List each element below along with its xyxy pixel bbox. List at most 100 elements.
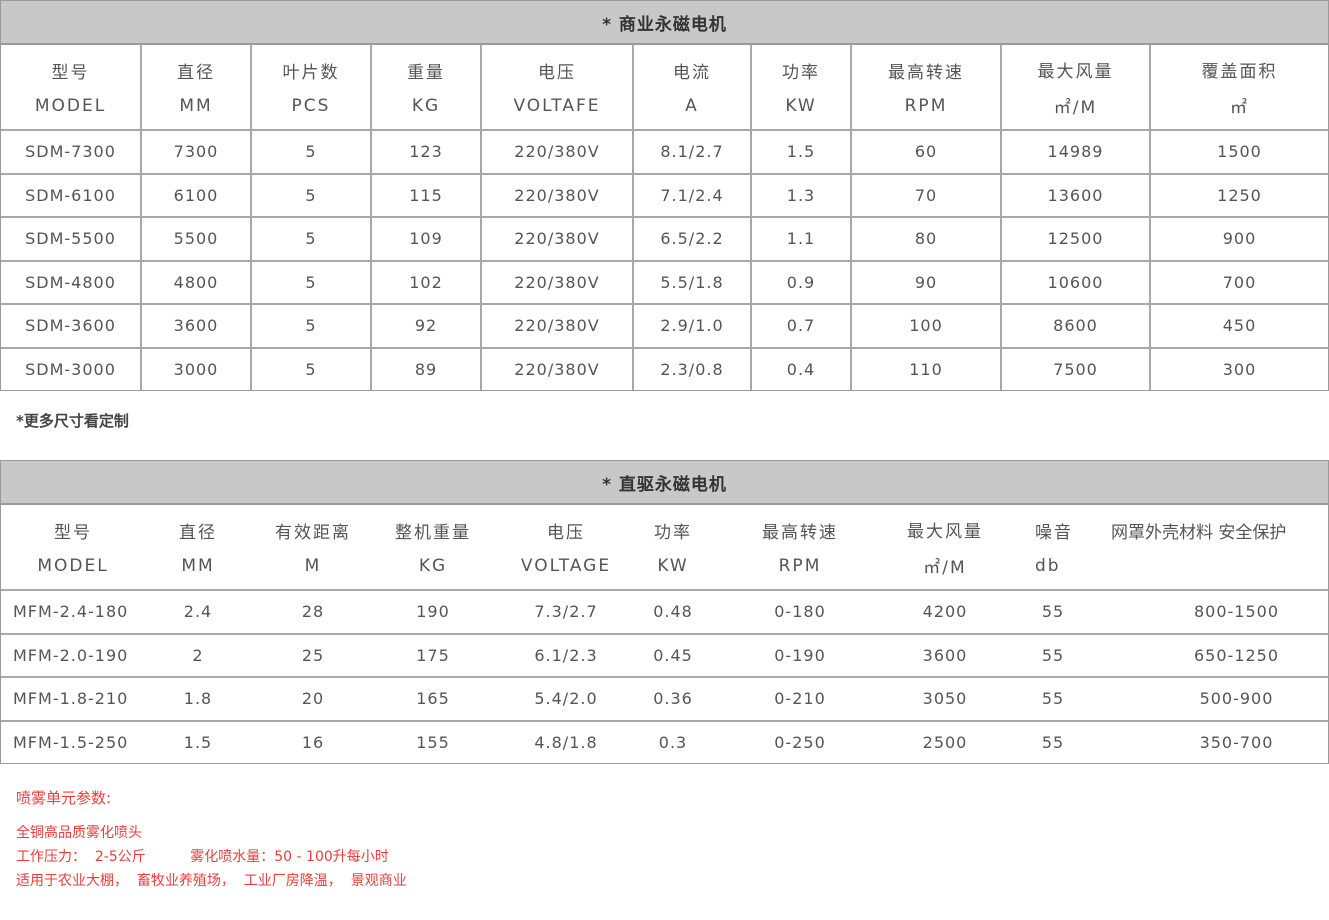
table-cell: 5 <box>252 261 372 303</box>
header-label: KW <box>657 556 689 577</box>
header-label: 型号 <box>54 522 92 543</box>
table-cell: 1.5 <box>183 732 213 752</box>
table-body: MFM-2.4-180 2.4 28 190 7.3/2.7 0.48 0-180 4200 5… <box>1 591 1328 763</box>
table-cell: 3600 <box>142 305 252 347</box>
table-row: SDM-4800 4800 5 102 220/380V 5.5/1.8 0.9 90 1060… <box>1 261 1328 305</box>
table-cell: 28 <box>301 602 325 622</box>
table-cell: 220/380V <box>482 305 634 347</box>
header-label: 最高转速 <box>762 522 838 543</box>
table-cell: SDM-3000 <box>1 348 142 390</box>
header-label: 最大风量 <box>907 521 983 542</box>
column-header: 直径 MM <box>142 45 252 129</box>
table-cell: 2.4 <box>183 602 213 622</box>
table-cell: 0-190 <box>774 645 826 665</box>
header-label: 电流 <box>673 62 711 83</box>
header-label: ㎡/M <box>923 557 967 578</box>
table-cell: 7.3/2.7 <box>534 602 598 622</box>
table-cell: 5 <box>252 174 372 216</box>
table-cell: 0.9 <box>752 261 852 303</box>
header-label: 最大风量 <box>1037 61 1114 82</box>
table-cell: 4.8/1.8 <box>534 732 598 752</box>
table-cell: 5 <box>252 131 372 173</box>
table-cell: 300 <box>1222 359 1257 379</box>
table-cell: 5 <box>252 218 372 260</box>
table-cell: 155 <box>416 732 450 752</box>
table-cell: SDM-7300 <box>1 131 142 173</box>
header-label: ㎡/M <box>1053 97 1098 118</box>
header-label: MM <box>181 556 215 577</box>
table-cell: 12500 <box>1002 218 1151 260</box>
header-label: MODEL <box>37 556 109 577</box>
header-label: VOLTAGE <box>520 556 612 577</box>
table-cell: 220/380V <box>482 218 634 260</box>
table-cell: 350-700 <box>1199 732 1274 752</box>
table-cell: 92 <box>372 305 482 347</box>
header-label: A <box>685 96 699 117</box>
column-header: 整机重量 KG <box>375 505 491 589</box>
table-cell: 3600 <box>922 645 968 665</box>
table-header: 型号 MODEL 直径 MM 叶片数 PCS 重量 KG 电压 VOLTAFE 电流 A 功率 KW 最高转… <box>1 45 1328 131</box>
header-label: ㎡ <box>1230 97 1249 118</box>
table-cell: 1.8 <box>183 689 213 709</box>
header-label: M <box>304 556 322 577</box>
table-cell: 55 <box>1041 645 1065 665</box>
table-cell: 7300 <box>142 131 252 173</box>
table-cell: 6.5/2.2 <box>634 218 752 260</box>
header-label: PCS <box>291 96 331 117</box>
header-label: 直径 <box>177 62 215 83</box>
table-cell: 8600 <box>1002 305 1151 347</box>
table-cell: 110 <box>852 348 1002 390</box>
table-cell: 700 <box>1222 272 1257 292</box>
table-cell: 175 <box>416 645 450 665</box>
table-row: SDM-6100 6100 5 115 220/380V 7.1/2.4 1.3 70 1360… <box>1 174 1328 218</box>
column-header: 直径 MM <box>145 505 251 589</box>
table-cell: 25 <box>301 645 325 665</box>
table-cell: 220/380V <box>482 174 634 216</box>
table-cell: 0.4 <box>752 348 852 390</box>
table-cell: 3000 <box>142 348 252 390</box>
table-row: MFM-2.4-180 2.4 28 190 7.3/2.7 0.48 0-180 4200 5… <box>1 591 1328 635</box>
table-cell: 20 <box>301 689 325 709</box>
table-cell: 165 <box>416 689 450 709</box>
table-cell: 16 <box>301 732 325 752</box>
table-cell: 5 <box>252 305 372 347</box>
header-label: 电压 <box>538 62 576 83</box>
table-cell: 14989 <box>1002 131 1151 173</box>
column-header: 功率 KW <box>641 505 705 589</box>
header-label: 最高转速 <box>888 62 964 83</box>
table-cell: 0.3 <box>658 732 688 752</box>
table-cell: SDM-3600 <box>1 305 142 347</box>
table-cell: 220/380V <box>482 261 634 303</box>
direct-drive-motor-table: * 直驱永磁电机 型号 MODEL 直径 MM 有效距离 M 整机重量 KG 电压 VOLTAGE… <box>0 460 1329 764</box>
table-cell: 500-900 <box>1199 689 1274 709</box>
column-header: 重量 KG <box>372 45 482 129</box>
column-header: 最高转速 RPM <box>852 45 1002 129</box>
table-cell: 55 <box>1041 602 1065 622</box>
table-cell: 123 <box>372 131 482 173</box>
table-row: SDM-3600 3600 5 92 220/380V 2.9/1.0 0.7 100 8600… <box>1 305 1328 349</box>
table-header: 型号 MODEL 直径 MM 有效距离 M 整机重量 KG 电压 VOLTAGE 功率 KW 最高转速 R… <box>1 505 1328 591</box>
header-label: KW <box>785 96 817 117</box>
column-header: 有效距离 M <box>251 505 375 589</box>
table-cell: 10600 <box>1002 261 1151 303</box>
table-cell: 80 <box>852 218 1002 260</box>
column-header: 网罩外壳材料 安全保护 <box>1111 505 1328 589</box>
header-label: 网罩外壳材料 安全保护 <box>1111 522 1287 543</box>
table-cell: 7500 <box>1002 348 1151 390</box>
header-label: 直径 <box>179 522 217 543</box>
table-cell: 115 <box>372 174 482 216</box>
table-cell: 0.7 <box>752 305 852 347</box>
table-cell: SDM-5500 <box>1 218 142 260</box>
table-cell: 0-180 <box>774 602 826 622</box>
table-cell: 60 <box>852 131 1002 173</box>
table-cell: 5.5/1.8 <box>634 261 752 303</box>
header-label: KG <box>411 96 441 117</box>
column-header: 功率 KW <box>752 45 852 129</box>
header-label: MM <box>179 96 213 117</box>
column-header: 叶片数 PCS <box>252 45 372 129</box>
column-header: 型号 MODEL <box>1 505 145 589</box>
spray-line: 全铜高品质雾化喷头 <box>16 825 142 841</box>
table-cell: 0-210 <box>774 689 826 709</box>
table-cell: 900 <box>1222 229 1257 249</box>
